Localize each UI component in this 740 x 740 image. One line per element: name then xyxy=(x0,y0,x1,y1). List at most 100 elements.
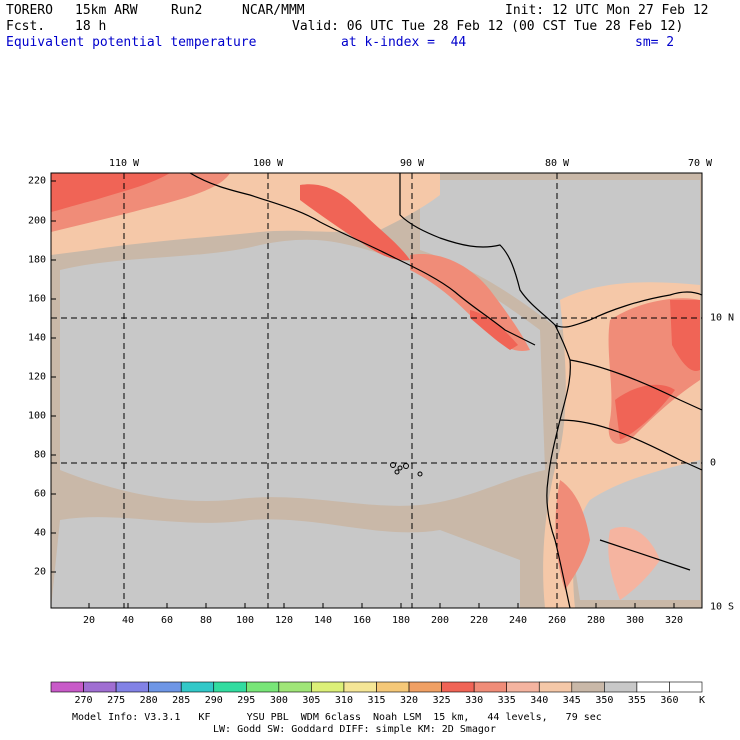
lat-label: 10 N xyxy=(710,312,735,324)
colorbar-label: 360 xyxy=(660,695,679,706)
level-label: at k-index = 44 xyxy=(341,35,467,50)
colorbar-swatch xyxy=(538,681,573,693)
x-tick-label: 300 xyxy=(625,615,645,626)
field-name: Equivalent potential temperature xyxy=(6,35,257,50)
colorbar-label: 355 xyxy=(627,695,646,706)
colorbar-swatch xyxy=(408,681,442,693)
y-tick-label: 40 xyxy=(33,527,46,539)
colorbar-swatch xyxy=(83,681,117,693)
colorbar-swatch xyxy=(636,681,670,693)
y-tick-label: 220 xyxy=(27,175,46,187)
colorbar-label: 340 xyxy=(530,695,549,706)
y-tick-label: 200 xyxy=(27,215,46,227)
forecast-hours: 18 h xyxy=(75,19,107,34)
colorbar-swatch xyxy=(213,681,247,693)
lon-label: 100 W xyxy=(252,158,284,169)
colorbar-swatch xyxy=(50,681,84,693)
coastline-central-america xyxy=(189,173,536,346)
colorbar-label: 335 xyxy=(497,695,516,706)
colorbar-swatch xyxy=(506,681,540,693)
lat-label: 10 S xyxy=(710,601,735,613)
x-tick-label: 80 xyxy=(199,615,213,626)
x-tick-label: 120 xyxy=(274,615,294,626)
temperature-field xyxy=(51,173,702,608)
hottest-fill xyxy=(615,384,675,440)
x-tick-label: 160 xyxy=(352,615,372,626)
colorbar-swatch xyxy=(278,681,312,693)
x-tick-label: 220 xyxy=(469,615,489,626)
y-tick-label: 60 xyxy=(33,488,46,500)
colorbar-swatch xyxy=(246,681,280,693)
colorbar-swatch xyxy=(343,681,377,693)
map-frame xyxy=(50,172,703,609)
latlon-grid xyxy=(51,173,702,608)
y-tick-label: 160 xyxy=(27,293,46,305)
x-tick-label: 180 xyxy=(391,615,411,626)
lon-label: 110 W xyxy=(108,158,140,169)
colorbar-swatch xyxy=(604,681,638,693)
colorbar-label: 330 xyxy=(465,695,484,706)
resolution-label: 15km ARW xyxy=(75,3,138,18)
x-tick-label: 320 xyxy=(664,615,684,626)
colorbar-label: 270 xyxy=(74,695,93,706)
hottest-fill xyxy=(300,184,410,261)
run-label: Run2 xyxy=(171,3,203,18)
colorbar-swatch xyxy=(148,681,182,693)
colorbar-label: 275 xyxy=(107,695,126,706)
colorbar-label: 320 xyxy=(400,695,419,706)
physics-info-line: LW: Godd SW: Goddard DIFF: simple KM: 2D… xyxy=(213,724,496,735)
hottest-fill xyxy=(470,310,518,350)
colorbar-swatch xyxy=(115,681,149,693)
colorbar-label: 315 xyxy=(367,695,386,706)
colorbar-swatch xyxy=(473,681,507,693)
x-tick-label: 100 xyxy=(235,615,255,626)
coastline-north-venezuela xyxy=(589,291,702,321)
colorbar-swatch xyxy=(311,681,345,693)
y-tick-label: 100 xyxy=(27,410,46,422)
x-tick-label: 20 xyxy=(82,615,96,626)
lon-label: 70 W xyxy=(687,158,713,169)
colorbar-label: 310 xyxy=(334,695,353,706)
model-label: TORERO xyxy=(6,3,53,18)
x-tick-label: 240 xyxy=(508,615,528,626)
x-tick-label: 40 xyxy=(121,615,135,626)
hot-fill xyxy=(555,480,590,590)
init-time: Init: 12 UTC Mon 27 Feb 12 xyxy=(505,3,709,18)
frame-ticks xyxy=(51,180,675,608)
y-tick-label: 120 xyxy=(27,371,46,383)
ocean-cool-fill xyxy=(60,239,545,506)
border-south-america xyxy=(559,419,702,471)
hottest-fill xyxy=(51,173,170,212)
colorbar-swatch xyxy=(376,681,410,693)
colorbar-label: 280 xyxy=(139,695,158,706)
colorbar-swatch xyxy=(180,681,215,693)
land-mid-fill xyxy=(608,526,660,600)
y-tick-label: 20 xyxy=(33,566,46,578)
border-colombia xyxy=(569,359,702,411)
colorbar-unit: K xyxy=(698,695,706,706)
y-tick-label: 180 xyxy=(27,254,46,266)
colorbar-label: 300 xyxy=(269,695,288,706)
valid-time: Valid: 06 UTC Tue 28 Feb 12 (00 CST Tue … xyxy=(292,19,684,34)
colorbar-swatch xyxy=(571,681,605,693)
y-tick-label: 140 xyxy=(27,332,46,344)
colorbar-label: 290 xyxy=(204,695,223,706)
colorbar-label: 325 xyxy=(432,695,451,706)
y-tick-label: 80 xyxy=(33,449,46,461)
smoothing-label: sm= 2 xyxy=(635,35,675,50)
lon-label: 90 W xyxy=(399,158,425,169)
colorbar-label: 285 xyxy=(172,695,191,706)
ocean-cool-fill xyxy=(51,517,520,608)
forecast-label: Fcst. xyxy=(6,19,46,34)
x-tick-label: 200 xyxy=(430,615,450,626)
org-label: NCAR/MMM xyxy=(242,3,305,18)
colorbar xyxy=(50,681,703,693)
colorbar-swatch xyxy=(669,681,703,693)
lat-label: 0 xyxy=(710,457,717,469)
lon-label: 80 W xyxy=(544,158,570,169)
colorbar-swatch xyxy=(441,681,475,693)
colorbar-label: 295 xyxy=(237,695,256,706)
coastline-south-america xyxy=(546,324,571,608)
x-tick-label: 140 xyxy=(313,615,333,626)
